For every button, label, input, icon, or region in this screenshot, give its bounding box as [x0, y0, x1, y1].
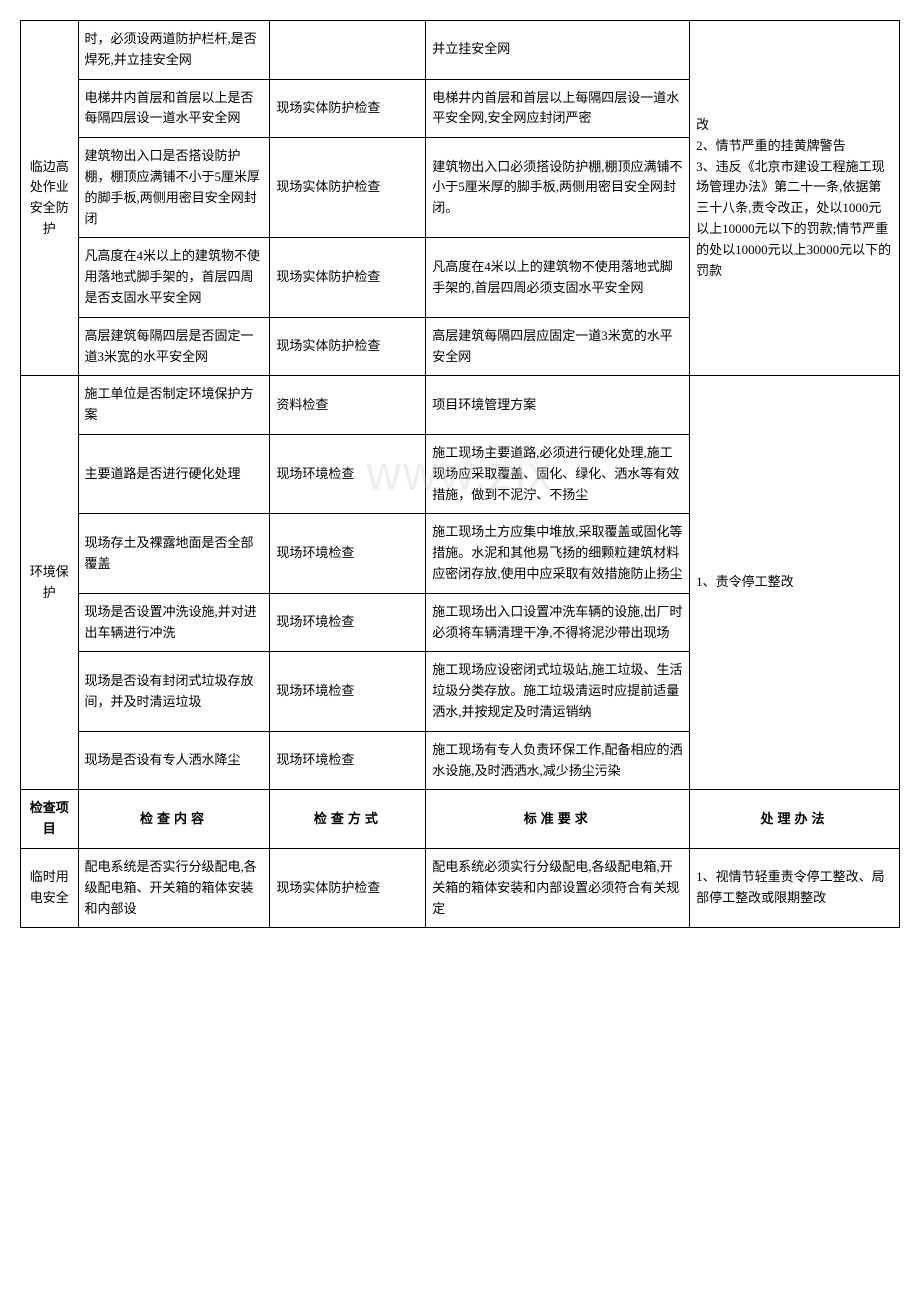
- standard-cell: 配电系统必须实行分级配电,各级配电箱,开关箱的箱体安装和内部设置必须符合有关规定: [426, 848, 690, 927]
- method-cell: 现场环境检查: [270, 731, 426, 790]
- table-row: 环境保护 施工单位是否制定环境保护方案 资料检查 项目环境管理方案 1、责令停工…: [21, 376, 900, 435]
- content-cell: 现场存土及裸露地面是否全部覆盖: [78, 514, 270, 593]
- header-row: 检查项目 检查内容 检查方式 标准要求 处理办法: [21, 790, 900, 849]
- content-cell: 凡高度在4米以上的建筑物不使用落地式脚手架的，首层四周是否支固水平安全网: [78, 238, 270, 317]
- category-cell: 环境保护: [21, 376, 79, 790]
- content-cell: 高层建筑每隔四层是否固定一道3米宽的水平安全网: [78, 317, 270, 376]
- method-cell: 资料检查: [270, 376, 426, 435]
- method-cell: 现场环境检查: [270, 514, 426, 593]
- content-cell: 主要道路是否进行硬化处理: [78, 434, 270, 513]
- action-cell: 1、视情节轻重责令停工整改、局部停工整改或限期整改: [690, 848, 900, 927]
- standard-cell: 施工现场应设密闭式垃圾站,施工垃圾、生活垃圾分类存放。施工垃圾清运时应提前适量洒…: [426, 652, 690, 731]
- content-cell: 配电系统是否实行分级配电,各级配电箱、开关箱的箱体安装和内部设: [78, 848, 270, 927]
- method-cell: [270, 21, 426, 80]
- standard-cell: 建筑物出入口必须搭设防护棚,棚顶应满铺不小于5厘米厚的脚手板,两侧用密目安全网封…: [426, 138, 690, 238]
- method-cell: 现场实体防护检查: [270, 138, 426, 238]
- standard-cell: 电梯井内首层和首层以上每隔四层设一道水平安全网,安全网应封闭严密: [426, 79, 690, 138]
- standard-cell: 施工现场土方应集中堆放,采取覆盖或固化等措施。水泥和其他易飞扬的细颗粒建筑材料应…: [426, 514, 690, 593]
- method-cell: 现场实体防护检查: [270, 848, 426, 927]
- table-row: 临时用电安全 配电系统是否实行分级配电,各级配电箱、开关箱的箱体安装和内部设 现…: [21, 848, 900, 927]
- content-cell: 现场是否设置冲洗设施,并对进出车辆进行冲洗: [78, 593, 270, 652]
- content-cell: 现场是否设有专人洒水降尘: [78, 731, 270, 790]
- header-col4: 标准要求: [426, 790, 690, 849]
- content-cell: 建筑物出入口是否搭设防护棚，棚顶应满铺不小于5厘米厚的脚手板,两侧用密目安全网封…: [78, 138, 270, 238]
- standard-cell: 并立挂安全网: [426, 21, 690, 80]
- method-cell: 现场实体防护检查: [270, 238, 426, 317]
- header-col1: 检查项目: [21, 790, 79, 849]
- method-cell: 现场环境检查: [270, 652, 426, 731]
- header-col5: 处理办法: [690, 790, 900, 849]
- content-cell: 电梯井内首层和首层以上是否每隔四层设一道水平安全网: [78, 79, 270, 138]
- table-row: 临边高处作业安全防护 时，必须设两道防护栏杆,是否焊死,并立挂安全网 并立挂安全…: [21, 21, 900, 80]
- document-container: www.zix 临边高处作业安全防护 时，必须设两道防护栏杆,是否焊死,并立挂安…: [20, 20, 900, 928]
- action-cell: 改 2、情节严重的挂黄牌警告 3、违反《北京市建设工程施工现场管理办法》第二十一…: [690, 21, 900, 376]
- standard-cell: 施工现场有专人负责环保工作,配备相应的洒水设施,及时洒洒水,减少扬尘污染: [426, 731, 690, 790]
- category-cell: 临时用电安全: [21, 848, 79, 927]
- content-cell: 现场是否设有封闭式垃圾存放间，并及时清运垃圾: [78, 652, 270, 731]
- content-cell: 施工单位是否制定环境保护方案: [78, 376, 270, 435]
- method-cell: 现场实体防护检查: [270, 317, 426, 376]
- content-cell: 时，必须设两道防护栏杆,是否焊死,并立挂安全网: [78, 21, 270, 80]
- header-col3: 检查方式: [270, 790, 426, 849]
- inspection-table: 临边高处作业安全防护 时，必须设两道防护栏杆,是否焊死,并立挂安全网 并立挂安全…: [20, 20, 900, 928]
- method-cell: 现场实体防护检查: [270, 79, 426, 138]
- category-cell: 临边高处作业安全防护: [21, 21, 79, 376]
- method-cell: 现场环境检查: [270, 593, 426, 652]
- action-cell: 1、责令停工整改: [690, 376, 900, 790]
- standard-cell: 高层建筑每隔四层应固定一道3米宽的水平安全网: [426, 317, 690, 376]
- standard-cell: 施工现场主要道路,必须进行硬化处理,施工现场应采取覆盖、固化、绿化、洒水等有效措…: [426, 434, 690, 513]
- header-col2: 检查内容: [78, 790, 270, 849]
- standard-cell: 项目环境管理方案: [426, 376, 690, 435]
- method-cell: 现场环境检查: [270, 434, 426, 513]
- standard-cell: 施工现场出入口设置冲洗车辆的设施,出厂时必须将车辆清理干净,不得将泥沙带出现场: [426, 593, 690, 652]
- standard-cell: 凡高度在4米以上的建筑物不使用落地式脚手架的,首层四周必须支固水平安全网: [426, 238, 690, 317]
